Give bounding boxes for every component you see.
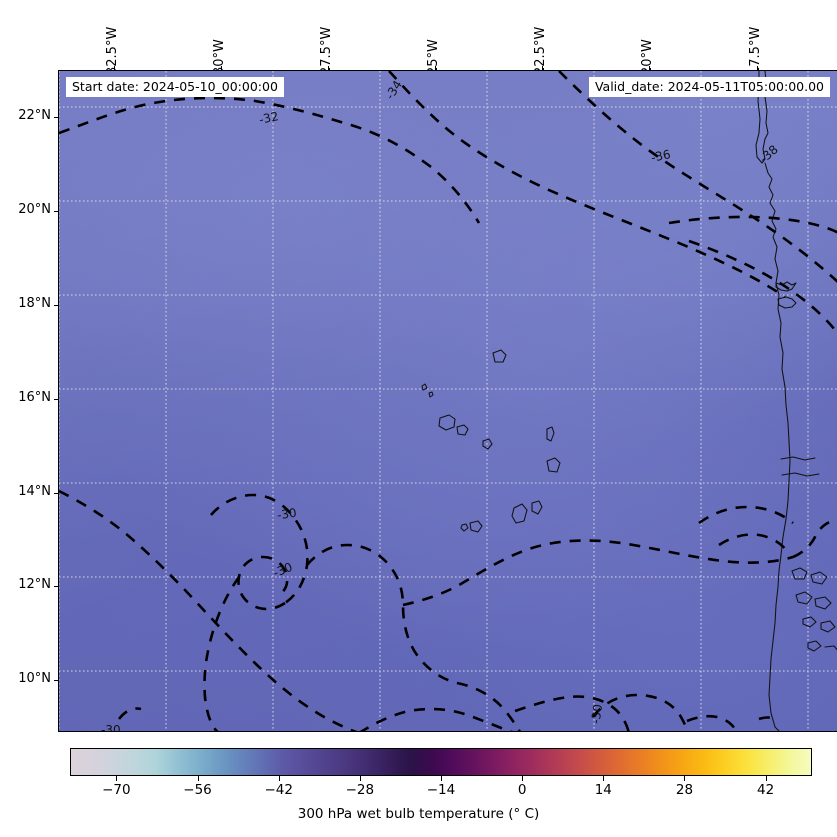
latitude-tick-label: 20°N [18, 201, 51, 217]
colorbar-tick-label: 28 [675, 782, 694, 798]
colorbar-tickmark [441, 776, 442, 781]
longitude-tick-label: 32.5°W [104, 26, 120, 75]
contour-lines [59, 71, 837, 731]
colorbar-tick-label: −28 [345, 782, 375, 798]
longitude-tick-label: 17.5°W [747, 26, 763, 75]
valid-date-annotation: Valid_date: 2024-05-11T05:00:00.00 [588, 77, 830, 97]
latitude-tickmark [54, 210, 58, 212]
latitude-tick-label: 16°N [18, 389, 51, 405]
colorbar-tickmark [522, 776, 524, 781]
colorbar-tick-label: 14 [594, 782, 612, 798]
colorbar-tickmark [765, 776, 767, 781]
longitude-tickmark [649, 66, 651, 70]
colorbar-tickmark [278, 776, 280, 781]
latitude-tickmark [54, 586, 58, 588]
latitude-tickmark [54, 304, 58, 306]
contour-label: -30 [101, 723, 121, 732]
colorbar-tick-label: 0 [517, 782, 527, 798]
latitude-tick-label: 22°N [18, 107, 51, 123]
latitude-tick-label: 10°N [18, 671, 51, 687]
latitude-tick-label: 14°N [18, 483, 51, 499]
colorbar-tick-label: 42 [757, 782, 775, 798]
longitude-tick-label: 22.5°W [533, 26, 549, 75]
colorbar-tickmark [603, 776, 605, 781]
longitude-tickmark [756, 66, 758, 70]
colorbar-tick-label: −14 [426, 782, 456, 798]
colorbar-tickmark [359, 776, 361, 781]
longitude-tickmark [542, 66, 544, 70]
colorbar-tickmark [197, 776, 199, 781]
wetbulb-temperature-field [59, 71, 837, 731]
start-date-annotation: Start date: 2024-05-10_00:00:00 [66, 77, 284, 97]
colorbar-tickmark [116, 776, 118, 781]
longitude-tick-label: 27.5°W [319, 26, 334, 75]
latitude-tickmark [54, 492, 58, 494]
longitude-tickmark [328, 66, 329, 70]
wetbulb-temperature-field-detail [59, 71, 837, 731]
longitude-tickmark [113, 66, 115, 70]
longitude-tickmark [435, 66, 437, 70]
longitude-tickmark [220, 66, 222, 70]
latitude-tickmark [54, 680, 58, 682]
colorbar-title: 300 hPa wet bulb temperature (° C) [297, 806, 540, 822]
colorbar-gradient [71, 749, 811, 775]
colorbar-tick-label: −42 [264, 782, 293, 798]
colorbar-tick-label: −70 [102, 782, 131, 798]
latitude-tickmark [54, 116, 58, 118]
latitude-tick-label: 12°N [18, 577, 51, 593]
colorbar[interactable]: −70 −56 −42 −28 −14 0 14 28 42 [70, 748, 812, 798]
latitude-tickmark [54, 398, 58, 400]
contour-label: -30 [276, 505, 298, 523]
latitude-tick-label: 18°N [18, 295, 51, 311]
colorbar-tick-label: −56 [183, 782, 212, 798]
map-panel[interactable]: -32 -34 -36 -38 -30 -30 -30 -30 Start da… [58, 70, 837, 732]
contour-label: -30 [588, 703, 606, 725]
colorbar-tickmark [684, 776, 686, 781]
